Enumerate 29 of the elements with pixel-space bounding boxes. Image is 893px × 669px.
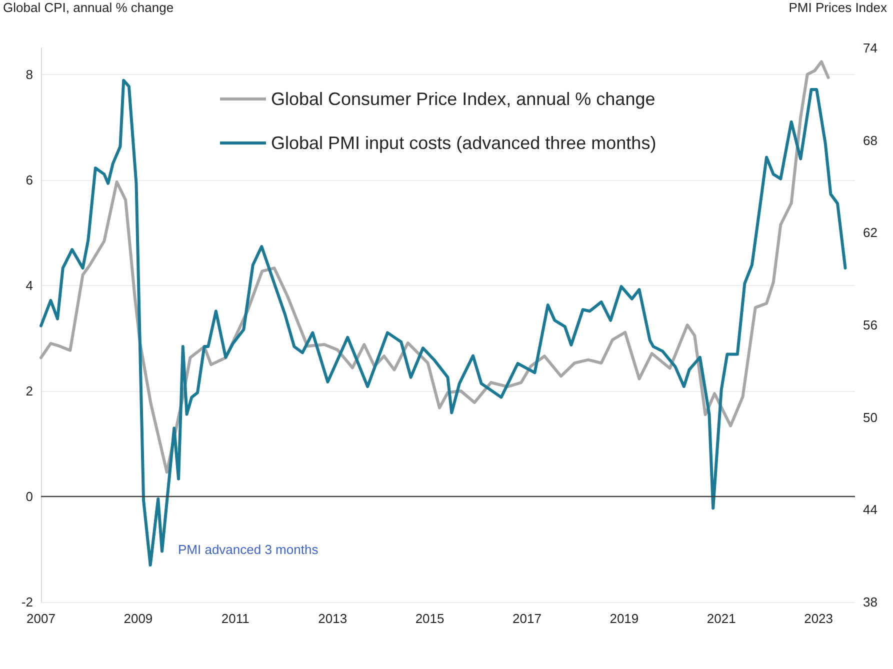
y2-tick-label: 68: [863, 132, 878, 148]
y2-tick-label: 56: [863, 318, 878, 332]
y-tick-label: 0: [26, 488, 33, 504]
y2-tick-label: 44: [863, 502, 878, 518]
y-axis-title: Global CPI, annual % change: [3, 0, 174, 15]
y2-axis-title: PMI Prices Index: [788, 0, 888, 15]
x-tick-label: 2009: [124, 611, 153, 626]
legend-label: Global Consumer Price Index, annual % change: [271, 89, 656, 109]
y2-tick-label: 50: [863, 410, 878, 425]
x-tick-label: 2021: [706, 611, 736, 626]
x-tick-label: 2017: [512, 611, 542, 626]
y-tick-label: 8: [26, 66, 33, 82]
line-series: [40, 78, 847, 567]
y2-tick-label: 62: [863, 225, 878, 240]
y2-tick-label: 38: [863, 594, 878, 610]
y2-tick-label: 74: [863, 40, 878, 56]
x-tick-label: 2013: [318, 611, 348, 626]
annotation: PMI advanced 3 months: [178, 542, 319, 557]
y-tick-label: 2: [26, 383, 33, 398]
x-tick-label: 2007: [26, 611, 56, 626]
x-tick-label: 2015: [415, 611, 444, 626]
line-series: [40, 60, 830, 474]
y-tick-label: 4: [26, 278, 33, 293]
y-tick-label: 6: [26, 172, 33, 188]
x-tick-label: 2019: [610, 611, 639, 626]
x-tick-label: 2023: [804, 611, 834, 626]
y-tick-label: -2: [21, 594, 33, 610]
legend-label: Global PMI input costs (advanced three months): [271, 133, 656, 153]
x-tick-label: 2011: [221, 611, 250, 626]
